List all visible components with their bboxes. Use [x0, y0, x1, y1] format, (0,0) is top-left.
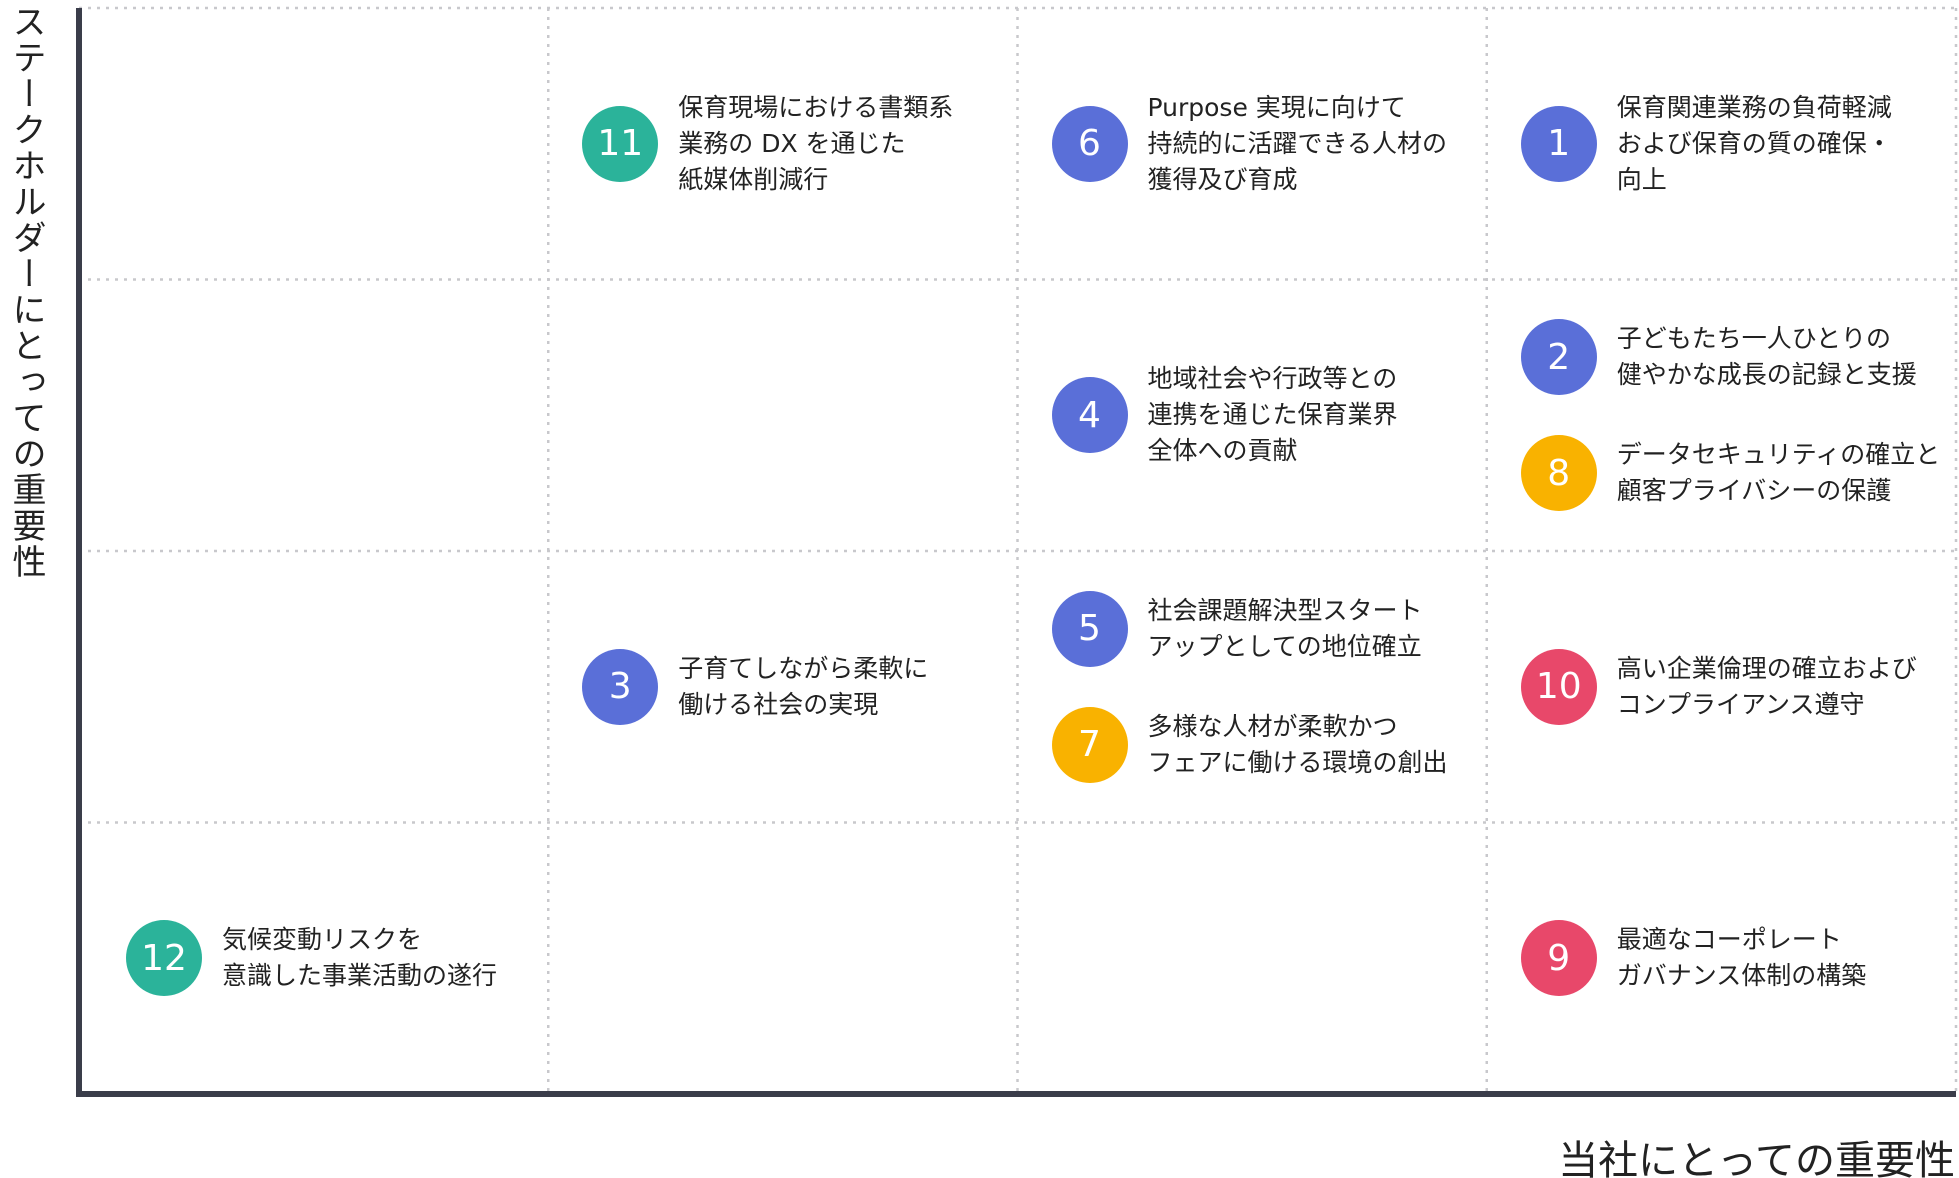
- label-line: 顧客プライバシーの保護: [1616, 476, 1892, 506]
- label-line: 子どもたち一人ひとりの: [1616, 324, 1892, 354]
- item-label: 最適なコーポレート ガバナンス体制の構築: [1617, 922, 1867, 994]
- label-line: および保育の質の確保・: [1616, 128, 1892, 158]
- item-number: 12: [126, 920, 202, 997]
- label-line: 地域社会や行政等との: [1147, 364, 1398, 394]
- item-label: 保育現場における書類系 業務の DX を通じた 紙媒体削減行: [678, 90, 953, 198]
- label-line: 健やかな成長の記録と支援: [1616, 360, 1917, 390]
- label-line: 多様な人材が柔軟かつ: [1147, 711, 1398, 741]
- item-number: 6: [1051, 105, 1128, 182]
- label-line: 紙媒体削減行: [678, 164, 829, 194]
- item-number: 7: [1051, 706, 1128, 783]
- item-label: 気候変動リスクを意識した事業活動の遂行: [222, 922, 497, 994]
- item-label: 子育てしながら柔軟に 働ける社会の実現: [678, 651, 928, 723]
- label-line: 連携を通じた保育業界: [1147, 400, 1398, 430]
- label-line: 気候変動リスクを: [222, 925, 423, 955]
- label-line: 全体への貢献: [1147, 436, 1298, 466]
- y-axis-label: ステークホルダーにとっての重要性: [6, 4, 46, 580]
- label-line: 子育てしながら柔軟に: [678, 653, 929, 683]
- item-number: 10: [1520, 648, 1597, 725]
- item-label: データセキュリティの確立と 顧客プライバシーの保護: [1617, 437, 1941, 509]
- label-line: データセキュリティの確立と: [1616, 440, 1941, 470]
- item-number: 2: [1520, 319, 1597, 396]
- item-number: 4: [1051, 377, 1128, 454]
- label-line: アップとしての地位確立: [1147, 631, 1422, 661]
- item-label: Purpose 実現に向けて持続的に活躍できる人材の 獲得及び育成: [1148, 90, 1448, 198]
- label-line: 向上: [1616, 164, 1667, 194]
- item-number: 1: [1520, 105, 1597, 182]
- item-label: 高い企業倫理の確立および コンプライアンス遵守: [1617, 651, 1917, 723]
- label-line: 保育関連業務の負荷軽減: [1616, 92, 1892, 122]
- label-line: 保育現場における書類系: [678, 92, 954, 122]
- label-line: ガバナンス体制の構築: [1616, 961, 1867, 991]
- item-label: 子どもたち一人ひとりの 健やかな成長の記録と支援: [1617, 321, 1917, 393]
- label-line: Purpose 実現に向けて: [1147, 92, 1406, 122]
- item-number: 8: [1520, 435, 1597, 512]
- label-line: 意識した事業活動の遂行: [222, 961, 498, 991]
- label-line: 働ける社会の実現: [678, 689, 879, 719]
- item-label: 多様な人材が柔軟かつフェアに働ける環境の創出: [1148, 709, 1448, 781]
- label-line: コンプライアンス遵守: [1616, 689, 1865, 719]
- label-line: 最適なコーポレート: [1616, 925, 1842, 955]
- label-line: 社会課題解決型スタート: [1147, 595, 1423, 625]
- item-number: 5: [1051, 590, 1128, 667]
- item-label: 地域社会や行政等との 連携を通じた保育業界 全体への貢献: [1148, 361, 1398, 469]
- label-line: 持続的に活躍できる人材の: [1147, 128, 1448, 158]
- label-line: 獲得及び育成: [1147, 164, 1298, 194]
- item-label: 社会課題解決型スタート アップとしての地位確立: [1148, 593, 1423, 665]
- item-number: 11: [582, 105, 659, 182]
- label-line: 業務の DX を通じた: [678, 128, 906, 158]
- item-label: 保育関連業務の負荷軽減 および保育の質の確保・ 向上: [1617, 90, 1892, 198]
- label-line: フェアに働ける環境の創出: [1147, 747, 1448, 777]
- item-number: 9: [1520, 920, 1597, 997]
- label-line: 高い企業倫理の確立および: [1616, 653, 1917, 683]
- x-axis-label: 当社にとっての重要性: [1558, 1138, 1955, 1178]
- item-number: 3: [582, 648, 659, 725]
